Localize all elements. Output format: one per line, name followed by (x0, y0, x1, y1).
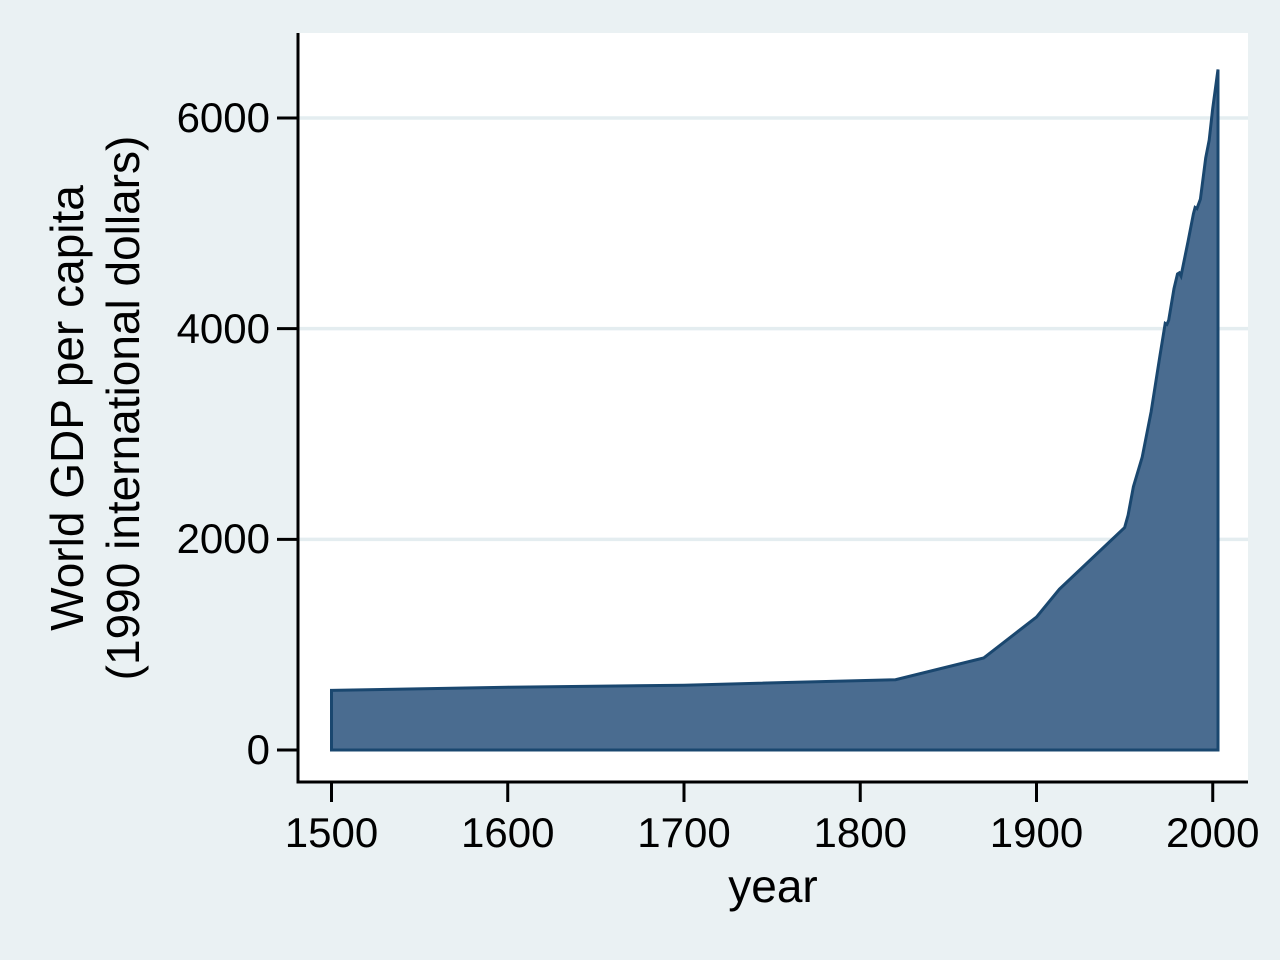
y-axis-title: World GDP per capita (1990 international… (39, 136, 151, 681)
y-axis-title-line1: World GDP per capita (41, 185, 93, 631)
x-axis-title: year (728, 860, 818, 912)
x-tick-label: 1800 (813, 809, 907, 856)
axis-lines (296, 33, 1248, 784)
x-tick-label: 2000 (1166, 809, 1260, 856)
y-gridlines (298, 116, 1248, 542)
y-tick-label: 0 (246, 725, 270, 773)
y-tick-label: 2000 (176, 515, 270, 563)
y-axis-title-line2: (1990 international dollars) (97, 135, 149, 681)
x-tick-label: 1600 (461, 809, 555, 856)
y-tick-label: 6000 (176, 94, 270, 141)
y-tick-label: 4000 (176, 304, 270, 352)
x-tick-label: 1700 (637, 809, 731, 856)
x-tick-label: 1500 (284, 809, 379, 856)
gdp-area-series (330, 69, 1220, 752)
axis-ticks (277, 116, 1215, 802)
x-tick-label: 1900 (989, 809, 1084, 856)
